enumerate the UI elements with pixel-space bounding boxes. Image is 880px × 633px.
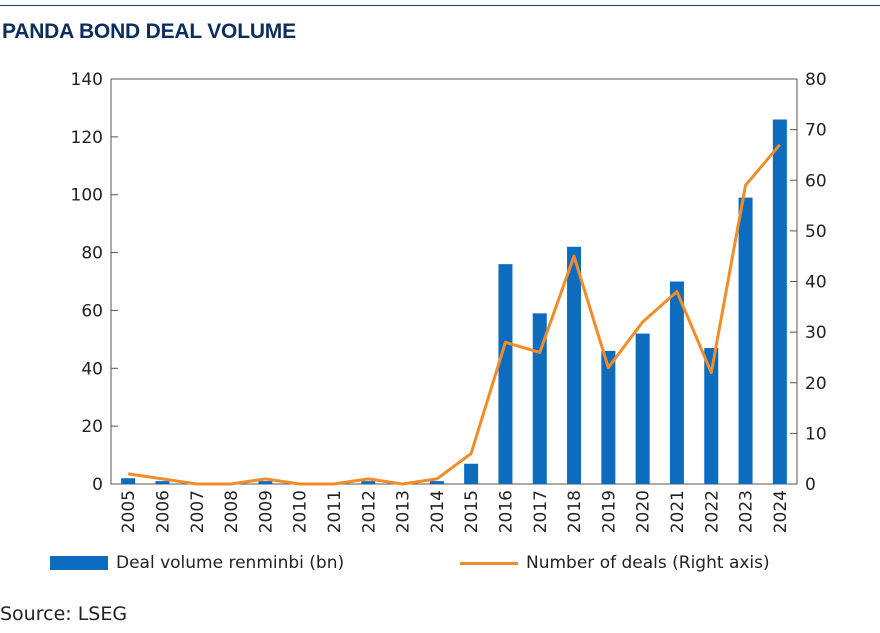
x-tick-label: 2019 [599,490,619,533]
left-tick-label: 60 [81,301,103,321]
x-tick-label: 2024 [771,490,791,533]
left-tick-label: 0 [92,475,103,495]
right-tick-label: 60 [805,171,827,191]
bar [669,281,684,484]
left-tick-label: 20 [81,417,103,437]
bar [429,481,444,484]
left-tick-label: 120 [71,128,103,148]
top-rule [0,5,880,6]
legend-bar: Deal volume renminbi (bn) [50,553,344,573]
x-tick-label: 2012 [359,490,379,533]
legend-line-swatch [460,561,518,565]
x-tick-label: 2010 [291,490,311,533]
x-tick-label: 2014 [428,490,448,533]
x-tick-label: 2020 [634,490,654,533]
line-series [127,143,781,486]
x-tick-label: 2022 [702,490,722,533]
x-tick-label: 2008 [222,490,242,533]
legend-line: Number of deals (Right axis) [460,553,770,573]
x-tick-label: 2009 [256,490,276,533]
bar [532,313,547,484]
x-tick-label: 2007 [188,490,208,533]
x-tick-label: 2006 [153,490,173,533]
plot-frame [110,78,798,485]
right-axis: 0 10 20 30 40 50 60 70 80 [790,70,827,495]
legend-bar-swatch [50,556,108,570]
left-axis: 0 20 40 60 80 100 120 140 [71,70,118,495]
x-tick-label: 2005 [119,490,139,533]
left-tick-label: 40 [81,359,103,379]
x-tick-label: 2013 [394,490,414,533]
right-tick-label: 10 [805,424,827,444]
chart-title: PANDA BOND DEAL VOLUME [2,20,296,43]
right-tick-label: 20 [805,374,827,394]
bar [704,348,719,484]
x-axis: 2005 2006 2007 2008 2009 2010 2011 2012 2013 2014… [119,490,791,533]
right-tick-label: 50 [805,222,827,242]
bar [155,481,170,484]
source-note: Source: LSEG [0,603,128,625]
bar [601,350,616,484]
bar [258,481,273,484]
left-tick-label: 100 [71,186,103,206]
x-tick-label: 2015 [462,490,482,533]
left-tick-label: 140 [71,70,103,90]
left-tick-label: 80 [81,244,103,264]
x-tick-label: 2021 [668,490,688,533]
legend-line-label: Number of deals (Right axis) [526,553,770,573]
right-tick-label: 0 [805,475,816,495]
bar [498,264,513,484]
deals-line [127,143,781,486]
bar [361,481,376,484]
right-tick-label: 30 [805,323,827,343]
right-tick-label: 80 [805,70,827,90]
bar [464,463,479,484]
x-tick-label: 2023 [737,490,757,533]
bar [567,246,582,484]
bar [635,333,650,484]
right-tick-label: 70 [805,121,827,141]
bar [772,119,787,484]
right-tick-label: 40 [805,273,827,293]
x-tick-label: 2011 [325,490,345,533]
x-tick-label: 2016 [496,490,516,533]
legend-bar-label: Deal volume renminbi (bn) [116,553,345,573]
bar [738,197,753,484]
x-tick-label: 2017 [531,490,551,533]
bar-series [121,119,787,484]
bar [121,478,136,484]
x-tick-label: 2018 [565,490,585,533]
